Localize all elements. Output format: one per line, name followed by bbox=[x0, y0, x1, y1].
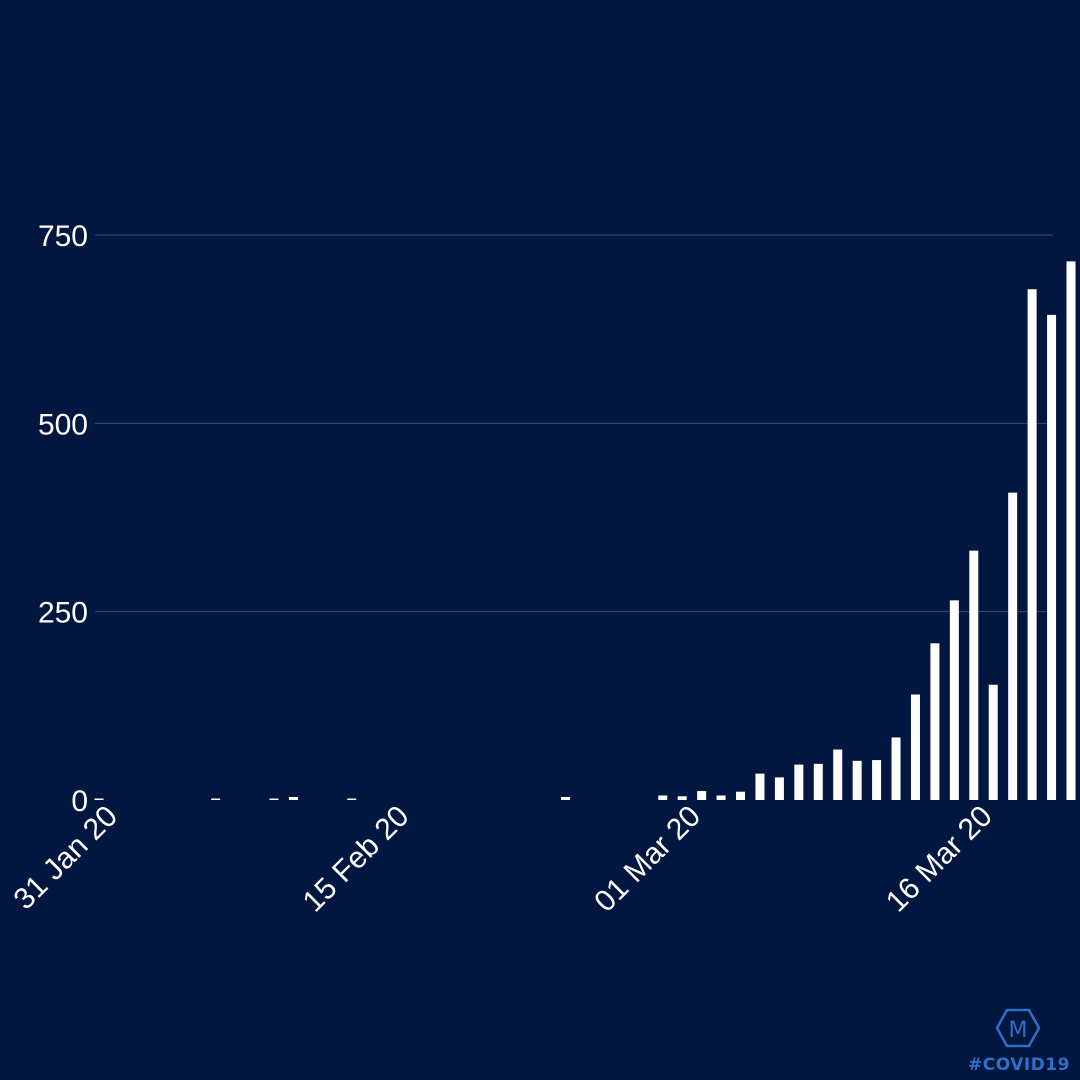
logo-letter: M bbox=[1009, 1018, 1028, 1043]
bar-09-feb-20 bbox=[269, 798, 279, 800]
bar-11-mar-20 bbox=[872, 760, 882, 800]
bar-24-feb-20 bbox=[561, 796, 571, 800]
bar-09-mar-20 bbox=[833, 749, 843, 800]
bar-10-mar-20 bbox=[852, 760, 862, 800]
x-tick-label: 15 Feb 20 bbox=[297, 800, 416, 919]
bar-04-mar-20 bbox=[736, 791, 746, 800]
y-tick-label: 0 bbox=[71, 785, 88, 818]
bar-02-mar-20 bbox=[697, 790, 707, 800]
grid-lines bbox=[95, 234, 1053, 613]
x-tick-label: 01 Mar 20 bbox=[588, 800, 707, 919]
x-tick-label: 31 Jan 20 bbox=[7, 800, 124, 917]
bar-17-mar-20 bbox=[988, 684, 998, 800]
logo-hashtag-text: #COVID19 bbox=[968, 1055, 1070, 1075]
bar-01-mar-20 bbox=[677, 796, 687, 800]
bar-14-mar-20 bbox=[930, 643, 940, 800]
bar-03-mar-20 bbox=[716, 795, 726, 800]
bar-07-mar-20 bbox=[794, 764, 804, 800]
bar-21-mar-20 bbox=[1066, 261, 1076, 800]
x-tick-label: 16 Mar 20 bbox=[880, 800, 999, 919]
bar-08-mar-20 bbox=[813, 763, 823, 800]
bar-05-mar-20 bbox=[755, 773, 765, 800]
bar-18-mar-20 bbox=[1008, 492, 1018, 800]
x-axis-tick-labels: 31 Jan 20 15 Feb 20 01 Mar 20 16 Mar 20 bbox=[7, 800, 998, 919]
bar-19-mar-20 bbox=[1027, 289, 1037, 800]
bar-13-feb-20 bbox=[347, 798, 357, 800]
bar-06-feb-20 bbox=[211, 798, 221, 800]
bar-31-jan-20 bbox=[94, 798, 104, 800]
bar-29-feb-20 bbox=[658, 795, 668, 800]
y-tick-label: 250 bbox=[38, 597, 88, 630]
bars bbox=[94, 261, 1076, 800]
bar-13-mar-20 bbox=[910, 694, 920, 800]
bar-06-mar-20 bbox=[774, 777, 784, 800]
y-axis-tick-labels: 0 250 500 750 bbox=[38, 220, 88, 818]
bar-16-mar-20 bbox=[969, 550, 979, 800]
y-tick-label: 500 bbox=[38, 408, 88, 441]
bar-20-mar-20 bbox=[1047, 314, 1057, 800]
bar-15-mar-20 bbox=[949, 600, 959, 800]
y-tick-label: 750 bbox=[38, 220, 88, 253]
covid19-logo: M #COVID19 bbox=[968, 1008, 1069, 1075]
bar-10-feb-20 bbox=[288, 796, 298, 800]
bar-12-mar-20 bbox=[891, 737, 901, 800]
hexagon-m-icon: M bbox=[995, 1008, 1041, 1048]
